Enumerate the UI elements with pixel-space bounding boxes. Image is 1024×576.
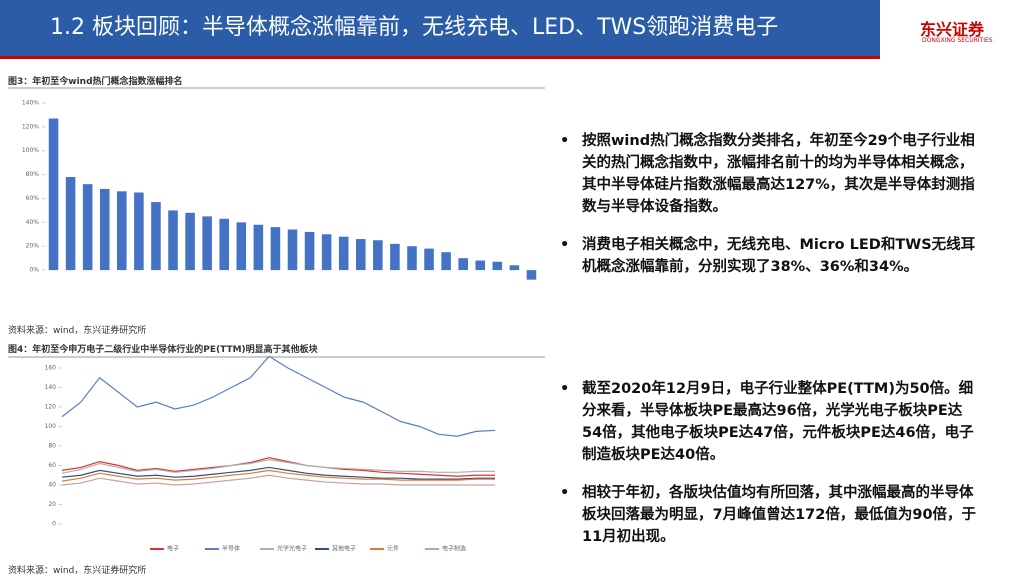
y-tick-label: 100% (22, 147, 39, 154)
line (61, 457, 495, 477)
bar (355, 239, 366, 271)
logo-en: DONGXING SECURITIES (922, 37, 993, 44)
y-tick-label: 160 (45, 365, 57, 372)
y-tick-label: 80% (26, 171, 40, 178)
legend-label: 电子制造 (442, 545, 466, 553)
y-tick-label: 40% (26, 219, 40, 226)
bar (526, 270, 537, 280)
line (61, 469, 495, 482)
y-tick-label: 120 (45, 404, 57, 411)
bar (458, 258, 468, 271)
bar (270, 227, 281, 271)
bar (99, 188, 110, 271)
y-tick-label: 60 (48, 462, 56, 469)
bar (492, 261, 503, 271)
y-tick-label: 120% (22, 123, 39, 130)
y-tick-label: 140 (45, 384, 57, 391)
y-tick-label: 20 (48, 501, 56, 508)
bar (509, 265, 520, 271)
y-tick-label: 80 (48, 443, 56, 450)
caption: 图3：年初至今wind热门概念指数涨幅排名 (8, 77, 183, 87)
bar (219, 218, 230, 271)
bar (48, 118, 59, 271)
charts: 0% 20% 40% 60% 80% 100% 120% 140% 0 20 40 60 80 100 12… (8, 87, 545, 553)
bar (475, 260, 486, 271)
line (61, 474, 495, 486)
y-tick-label: 100 (45, 423, 57, 430)
bar (424, 248, 434, 271)
source: 资料来源：wind，东兴证券研究所 (8, 326, 147, 336)
bullet: 截至2020年12月9日，电子行业整体PE(TTM)为50倍。细分来看，半导体板… (560, 378, 980, 466)
bar (407, 246, 417, 271)
legend-label: 光学光电子 (277, 545, 307, 553)
bullet: 消费电子相关概念中，无线充电、Micro LED和TWS无线耳机概念涨幅靠前，分… (560, 234, 980, 278)
y-tick-label: 40 (48, 482, 56, 489)
logo: 东兴证券 (920, 20, 985, 39)
line (61, 459, 495, 474)
bar (185, 212, 195, 271)
caption: 图4：年初至今申万电子二级行业中半导体行业的PE(TTM)明显高于其他板块 (8, 345, 318, 355)
y-tick-label: 60% (26, 195, 40, 202)
bar (304, 231, 315, 271)
bar (390, 243, 400, 271)
source: 资料来源：wind，东兴证券研究所 (8, 566, 147, 576)
line (61, 355, 496, 437)
legend-label: 其他电子 (332, 545, 356, 553)
bar (117, 191, 127, 271)
bar (373, 240, 383, 271)
legend-label: 电子 (167, 545, 179, 553)
y-tick-label: 140% (22, 100, 39, 107)
y-tick-label: 0% (29, 267, 39, 274)
line (61, 466, 495, 480)
bar (65, 177, 76, 271)
bullet: 按照wind热门概念指数分类排名，年初至今29个电子行业相关的热门概念指数中，涨… (560, 130, 980, 218)
bar (253, 224, 264, 271)
legend-label: 半导体 (222, 545, 240, 553)
y-tick-label: 20% (26, 243, 40, 250)
bar (202, 216, 212, 271)
bar (82, 184, 93, 271)
bar (441, 252, 451, 271)
bar (151, 202, 161, 271)
header-title: 1.2 板块回顾：半导体概念涨幅靠前，无线充电、LED、TWS领跑消费电子 (0, 0, 880, 56)
bar (338, 236, 349, 271)
bar (236, 222, 247, 271)
bar (321, 234, 332, 271)
bar (168, 210, 178, 271)
rule (0, 56, 880, 59)
bullet: 相较于年初，各版块估值均有所回落，其中涨幅最高的半导体板块回落最为明显，7月峰值… (560, 482, 980, 548)
bar (134, 192, 144, 271)
bar (287, 229, 298, 271)
legend-label: 元件 (387, 545, 399, 553)
y-tick-label: 0 (52, 521, 56, 528)
